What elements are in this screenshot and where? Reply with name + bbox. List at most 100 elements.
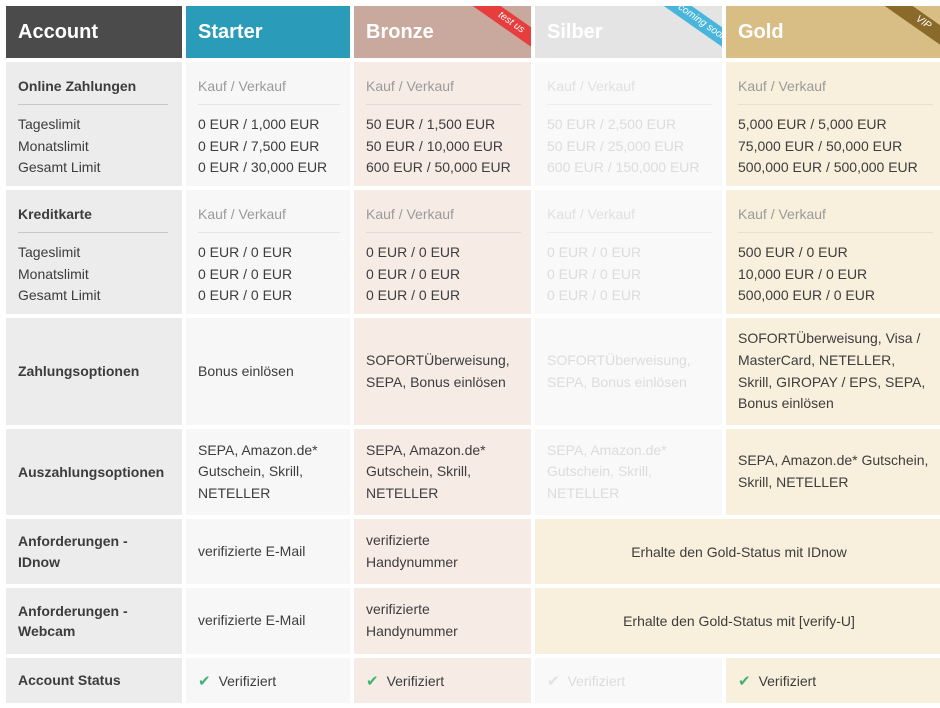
monatslimit-value: 0 EUR / 0 EUR [366, 265, 461, 282]
header-gold-label: Gold [738, 20, 784, 43]
row-label-auszahlungsoptionen: Auszahlungsoptionen [6, 429, 182, 515]
zahlungsoptionen-title: Zahlungsoptionen [18, 363, 140, 380]
divider [366, 232, 521, 233]
header-bronze-label: Bronze [366, 20, 434, 43]
kauf-verkauf-label: Kauf / Verkauf [547, 206, 635, 222]
kauf-verkauf-label: Kauf / Verkauf [198, 78, 286, 94]
status-gold-cell: ✔ Verifiziert [726, 658, 940, 703]
anforderungen-webcam-title: Anforderungen - Webcam [18, 602, 128, 639]
webcam-bronze-text: verifizierte Handynummer [366, 601, 458, 639]
status-gold-text: Verifiziert [758, 672, 817, 689]
tageslimit-value: 0 EUR / 0 EUR [198, 244, 293, 260]
idnow-gold-status-cell: Erhalte den Gold-Status mit IDnow [535, 519, 940, 584]
zahlung-bronze-text: SOFORTÜberweisung, SEPA, Bonus einlösen [366, 351, 510, 390]
online-starter-cell: Kauf / Verkauf 0 EUR / 1,000 EUR 0 EUR /… [186, 62, 350, 186]
monatslimit-value: 10,000 EUR / 0 EUR [738, 265, 868, 282]
zahlung-starter-cell: Bonus einlösen [186, 318, 350, 425]
status-starter-cell: ✔ Verifiziert [186, 658, 350, 703]
zahlung-gold-text: SOFORTÜberweisung, Visa / MasterCard, NE… [738, 330, 926, 412]
webcam-bronze-cell: verifizierte Handynummer [354, 588, 531, 654]
kreditkarte-title: Kreditkarte [18, 206, 92, 222]
tageslimit-value: 0 EUR / 0 EUR [547, 244, 642, 260]
divider [738, 104, 933, 105]
divider [738, 232, 933, 233]
coming-soon-ribbon: coming soon [658, 6, 722, 58]
gesamt-limit-value: 0 EUR / 0 EUR [547, 287, 642, 304]
status-bronze-text: Verifiziert [386, 672, 445, 689]
idnow-bronze-text: verifizierte Handynummer [366, 531, 458, 570]
monatslimit-label: Monatslimit [18, 265, 89, 282]
online-silber-cell: Kauf / Verkauf 50 EUR / 2,500 EUR 50 EUR… [535, 62, 722, 186]
gesamt-limit-value: 500,000 EUR / 0 EUR [738, 287, 875, 304]
tageslimit-label: Tageslimit [18, 244, 81, 260]
online-gold-cell: Kauf / Verkauf 5,000 EUR / 5,000 EUR 75,… [726, 62, 940, 186]
gesamt-limit-value: 500,000 EUR / 500,000 EUR [738, 159, 918, 176]
gesamt-limit-label: Gesamt Limit [18, 287, 101, 304]
monatslimit-label: Monatslimit [18, 137, 89, 154]
status-starter-text: Verifiziert [218, 672, 277, 689]
gesamt-limit-label: Gesamt Limit [18, 159, 101, 176]
check-icon: ✔ [366, 672, 379, 690]
check-icon: ✔ [198, 672, 211, 690]
webcam-gold-status-text: Erhalte den Gold-Status mit [verify-U] [623, 613, 855, 629]
status-silber-text: Verifiziert [567, 672, 626, 689]
status-bronze-cell: ✔ Verifiziert [354, 658, 531, 703]
account-status-title: Account Status [18, 672, 121, 689]
kauf-verkauf-label: Kauf / Verkauf [738, 206, 826, 222]
header-account-label: Account [18, 20, 98, 43]
auszahlung-silber-text: SEPA, Amazon.de* Gutschein, Skrill, NETE… [547, 441, 667, 501]
webcam-starter-cell: verifizierte E-Mail [186, 588, 350, 654]
row-label-zahlungsoptionen: Zahlungsoptionen [6, 318, 182, 425]
kauf-verkauf-label: Kauf / Verkauf [198, 206, 286, 222]
kauf-verkauf-label: Kauf / Verkauf [738, 78, 826, 94]
kredit-starter-cell: Kauf / Verkauf 0 EUR / 0 EUR 0 EUR / 0 E… [186, 190, 350, 314]
header-starter: Starter [186, 6, 350, 58]
check-icon: ✔ [547, 672, 560, 690]
header-silber: Silber coming soon [535, 6, 722, 58]
monatslimit-value: 0 EUR / 0 EUR [547, 265, 642, 282]
zahlung-silber-text: SOFORTÜberweisung, SEPA, Bonus einlösen [547, 351, 691, 390]
gesamt-limit-value: 600 EUR / 50,000 EUR [366, 159, 511, 176]
status-silber-cell: ✔ Verifiziert [535, 658, 722, 703]
online-bronze-cell: Kauf / Verkauf 50 EUR / 1,500 EUR 50 EUR… [354, 62, 531, 186]
row-label-online-zahlungen: Online Zahlungen Tageslimit Monatslimit … [6, 62, 182, 186]
row-label-anforderungen-idnow: Anforderungen - IDnow [6, 519, 182, 584]
zahlung-gold-cell: SOFORTÜberweisung, Visa / MasterCard, NE… [726, 318, 940, 425]
test-us-ribbon: test us [467, 6, 531, 58]
gesamt-limit-value: 0 EUR / 30,000 EUR [198, 159, 328, 176]
auszahlungsoptionen-title: Auszahlungsoptionen [18, 463, 165, 480]
webcam-starter-text: verifizierte E-Mail [198, 612, 306, 629]
gesamt-limit-value: 600 EUR / 150,000 EUR [547, 159, 700, 176]
kredit-gold-cell: Kauf / Verkauf 500 EUR / 0 EUR 10,000 EU… [726, 190, 940, 314]
tageslimit-label: Tageslimit [18, 116, 81, 132]
divider [198, 104, 340, 105]
monatslimit-value: 0 EUR / 7,500 EUR [198, 137, 320, 154]
webcam-gold-status-cell: Erhalte den Gold-Status mit [verify-U] [535, 588, 940, 654]
divider [18, 232, 168, 233]
tageslimit-value: 500 EUR / 0 EUR [738, 244, 848, 260]
auszahlung-bronze-cell: SEPA, Amazon.de* Gutschein, Skrill, NETE… [354, 429, 531, 515]
idnow-starter-text: verifizierte E-Mail [198, 542, 306, 559]
row-label-anforderungen-webcam: Anforderungen - Webcam [6, 588, 182, 654]
auszahlung-starter-text: SEPA, Amazon.de* Gutschein, Skrill, NETE… [198, 441, 318, 501]
row-label-kreditkarte: Kreditkarte Tageslimit Monatslimit Gesam… [6, 190, 182, 314]
kauf-verkauf-label: Kauf / Verkauf [366, 206, 454, 222]
tageslimit-value: 5,000 EUR / 5,000 EUR [738, 116, 887, 132]
header-account: Account [6, 6, 182, 58]
auszahlung-gold-cell: SEPA, Amazon.de* Gutschein, Skrill, NETE… [726, 429, 940, 515]
anforderungen-idnow-title: Anforderungen - IDnow [18, 533, 128, 570]
divider [366, 104, 521, 105]
monatslimit-value: 50 EUR / 25,000 EUR [547, 137, 684, 154]
divider [547, 232, 712, 233]
vip-ribbon: VIP [879, 6, 940, 58]
auszahlung-gold-text: SEPA, Amazon.de* Gutschein, Skrill, NETE… [738, 452, 929, 490]
monatslimit-value: 75,000 EUR / 50,000 EUR [738, 137, 903, 154]
auszahlung-starter-cell: SEPA, Amazon.de* Gutschein, Skrill, NETE… [186, 429, 350, 515]
kredit-bronze-cell: Kauf / Verkauf 0 EUR / 0 EUR 0 EUR / 0 E… [354, 190, 531, 314]
gesamt-limit-value: 0 EUR / 0 EUR [366, 287, 461, 304]
online-zahlungen-title: Online Zahlungen [18, 78, 137, 94]
monatslimit-value: 0 EUR / 0 EUR [198, 265, 293, 282]
kauf-verkauf-label: Kauf / Verkauf [547, 78, 635, 94]
zahlung-silber-cell: SOFORTÜberweisung, SEPA, Bonus einlösen [535, 318, 722, 425]
divider [198, 232, 340, 233]
